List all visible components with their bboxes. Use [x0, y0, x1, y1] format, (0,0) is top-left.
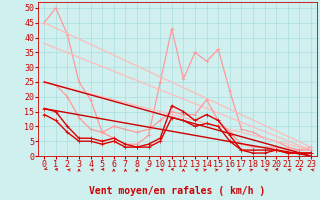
X-axis label: Vent moyen/en rafales ( km/h ): Vent moyen/en rafales ( km/h ): [90, 186, 266, 196]
